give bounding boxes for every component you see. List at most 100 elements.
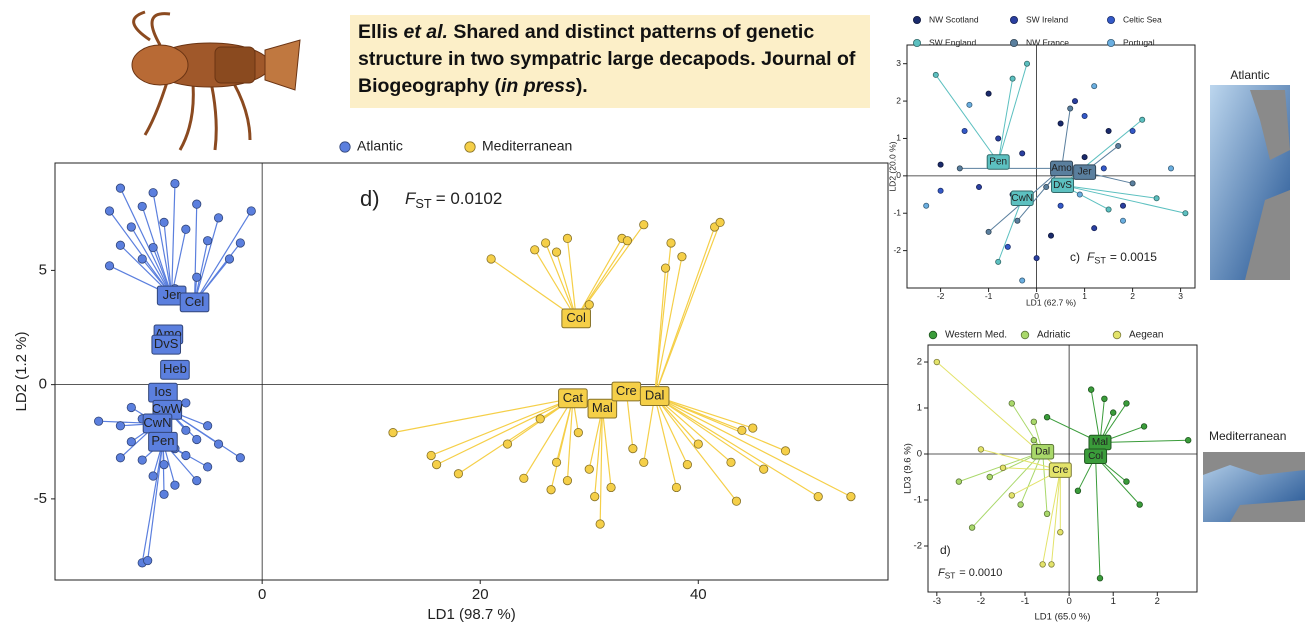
x-tick-label: 0 [1066,596,1071,607]
point [192,434,202,445]
x-tick-label: 0 [1034,291,1039,301]
y-tick-label: -5 [34,490,47,507]
y-tick-label: 2 [917,357,922,368]
point [1057,120,1064,127]
point [977,446,985,453]
y-axis-label: LD2 (20.0 %) [887,141,897,191]
point [1096,575,1104,582]
title-part: in press [501,75,576,97]
point [126,402,136,413]
x-axis-label: LD1 (65.0 %) [1035,612,1091,623]
legend-label: SW Ireland [1026,14,1068,24]
point [192,272,202,282]
connector [643,395,656,463]
x-tick-label: 2 [1155,596,1160,607]
fst-annotation: FST = 0.0015 [1087,250,1157,266]
point [1101,395,1108,403]
point [115,453,126,463]
connector [130,226,173,296]
y-tick-label: 0 [917,449,922,460]
legend-label: NW France [1026,37,1069,47]
centroid-label: Cre [1052,465,1069,476]
point [961,127,968,134]
point [181,398,191,408]
point [115,183,126,193]
plot-frame [54,162,889,581]
point [192,476,202,486]
point [1024,60,1031,67]
point [1048,232,1055,239]
point [639,457,649,467]
point [1048,561,1055,568]
centroid-box [1084,448,1108,465]
point [388,428,398,438]
point [737,425,747,435]
centroid-label: Col [1088,451,1103,462]
fst-symbol: F [405,189,417,208]
centroid-label: DvS [1053,180,1072,191]
connector [1095,455,1141,505]
point [1091,83,1098,90]
connector [193,240,209,303]
centroid-box [1048,462,1072,478]
x-tick-label: 1 [1111,596,1116,607]
point [1057,529,1064,536]
point [1168,165,1175,172]
point [966,101,973,108]
x-axis-label: LD1 (62.7 %) [1026,297,1076,307]
legend-marker [1107,39,1116,48]
connector [980,448,1061,471]
x-tick-label: -2 [977,596,985,607]
point [595,519,605,529]
connector [534,249,577,319]
fst-subscript: ST [1094,256,1106,266]
point [1091,225,1098,232]
centroid-box [587,398,618,419]
legend-label: SW England [929,37,977,47]
connector [545,242,577,319]
point [715,217,725,228]
connector [1011,403,1044,452]
point [519,473,529,483]
title-part: Shared and distinct patterns of genetic … [358,21,856,97]
point [1008,492,1015,499]
point [584,464,594,474]
point [671,482,682,493]
connector [1042,470,1061,565]
point [541,238,551,248]
point [426,450,436,461]
connector [997,78,1014,163]
point [1019,277,1026,284]
y-tick-label: 2 [896,95,901,105]
point [1030,418,1038,426]
point [1105,127,1112,134]
point [159,217,169,228]
map-label: Mediterranean [1209,429,1286,443]
point [1105,206,1112,213]
connector [566,398,574,481]
connector [654,395,688,465]
connector [1099,439,1189,444]
centroid-box [1031,443,1055,460]
legend-marker [913,15,922,24]
centroid-label: CwN [143,415,171,430]
point [535,414,545,424]
x-tick-label: 20 [472,586,489,603]
point [1072,98,1079,105]
point [1110,409,1117,416]
point [932,71,939,78]
point [453,469,464,479]
centroid-box [639,386,670,406]
connector [152,192,173,296]
connector [1062,184,1157,199]
y-tick-label: 1 [896,133,901,143]
centroid-label: DvS [154,336,179,351]
y-tick-label: -1 [914,495,922,506]
panel-letter: d) [360,186,380,211]
point [115,240,126,250]
point [502,439,513,449]
point [546,485,556,495]
point [726,457,736,467]
citation-title: Ellis et al. Shared and distinct pattern… [350,15,870,108]
